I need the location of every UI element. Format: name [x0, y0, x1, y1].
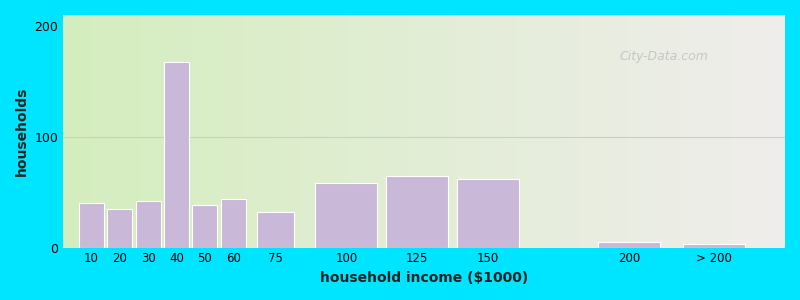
- Bar: [457, 179, 519, 247]
- Bar: [386, 176, 448, 248]
- Bar: [598, 242, 661, 248]
- Text: All residents: All residents: [346, 0, 454, 3]
- Bar: [257, 212, 294, 248]
- Bar: [315, 183, 378, 247]
- Text: City-Data.com: City-Data.com: [619, 50, 708, 63]
- Bar: [79, 203, 104, 247]
- Bar: [192, 206, 218, 248]
- X-axis label: household income ($1000): household income ($1000): [320, 271, 528, 285]
- Bar: [136, 201, 161, 247]
- Y-axis label: households: households: [15, 87, 29, 176]
- Bar: [107, 209, 132, 248]
- Bar: [164, 61, 189, 248]
- Bar: [221, 199, 246, 248]
- Bar: [683, 244, 746, 248]
